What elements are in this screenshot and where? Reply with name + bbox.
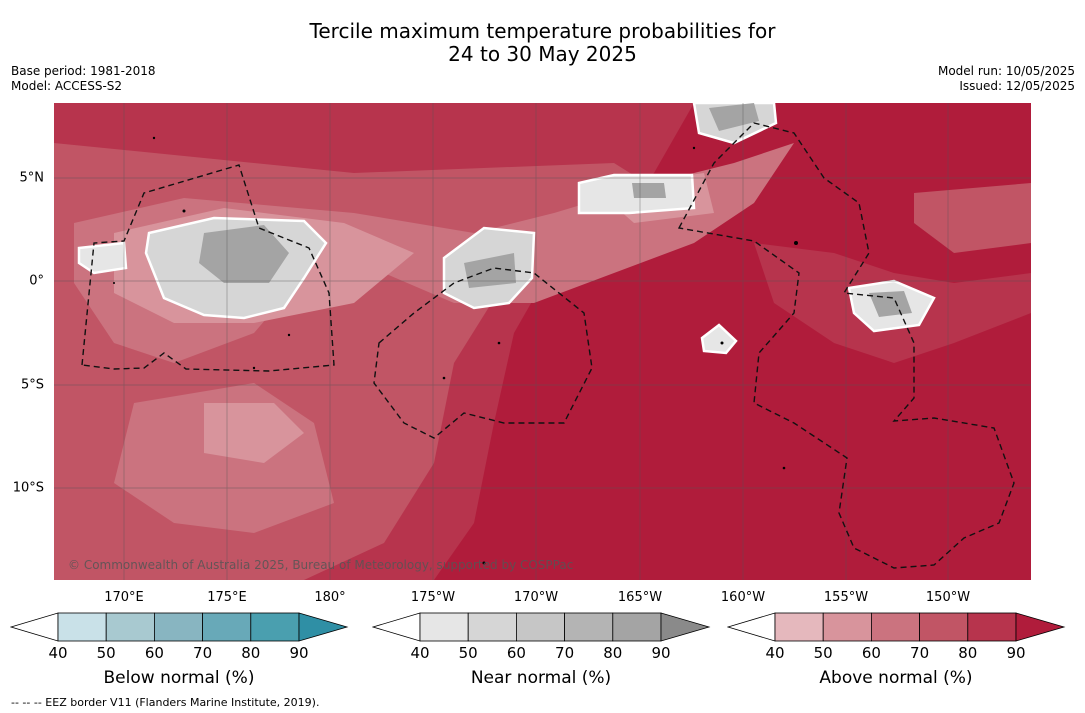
lon-tick: 160°W — [720, 590, 766, 605]
colorbar-tick: 60 — [861, 644, 881, 662]
lon-tick: 165°W — [617, 590, 663, 605]
colorbar-swatch — [57, 612, 107, 642]
issued-date: Issued: 12/05/2025 — [959, 79, 1075, 93]
probability-map: © Commonwealth of Australia 2025, Bureau… — [54, 103, 1031, 580]
lon-tick: 175°E — [207, 590, 247, 605]
lon-tick: 155°W — [823, 590, 869, 605]
above-normal-region — [204, 403, 304, 463]
eez-footnote: -- -- -- EEZ border V11 (Flanders Marine… — [11, 696, 320, 709]
near-normal-regions — [199, 103, 912, 317]
colorbar-tick: 70 — [555, 644, 575, 662]
colorbar-tick: 60 — [144, 644, 164, 662]
colorbar-swatches — [57, 612, 300, 642]
above-normal-region — [914, 183, 1031, 253]
colorbar-above-normal — [727, 612, 1066, 642]
colorbar-swatches — [774, 612, 1017, 642]
graticule — [54, 103, 1031, 580]
colorbar-tick: 40 — [48, 644, 68, 662]
islands — [113, 136, 798, 565]
colorbar-tick: 50 — [96, 644, 116, 662]
lon-tick: 175°W — [410, 590, 456, 605]
colorbar-swatch — [467, 612, 517, 642]
colorbar-swatch — [250, 612, 300, 642]
colorbar-tick: 60 — [506, 644, 526, 662]
lon-tick: 170°E — [104, 590, 144, 605]
colorbar-swatch — [612, 612, 662, 642]
colorbar-end-arrow — [298, 612, 349, 642]
lon-tick: 170°W — [513, 590, 559, 605]
colorbar-below-normal — [10, 612, 349, 642]
colorbar-tick: 80 — [603, 644, 623, 662]
colorbar-tick: 90 — [1006, 644, 1026, 662]
map-title: Tercile maximum temperature probabilitie… — [0, 20, 1085, 66]
colorbar-tick: 50 — [458, 644, 478, 662]
lon-tick: 150°W — [925, 590, 971, 605]
colorbar-swatch — [774, 612, 824, 642]
colorbar-end-arrow — [1015, 612, 1066, 642]
colorbar-label: Below normal (%) — [103, 668, 255, 688]
model-name: Model: ACCESS-S2 — [11, 79, 123, 93]
colorbar-tick: 80 — [241, 644, 261, 662]
base-period: Base period: 1981-2018 — [11, 64, 156, 78]
colorbar-swatch — [564, 612, 614, 642]
lat-tick: 5°S — [20, 377, 44, 393]
colorbar-swatch — [822, 612, 872, 642]
colorbar-near-normal — [372, 612, 711, 642]
map-canvas — [54, 103, 1031, 580]
colorbar-tick: 40 — [765, 644, 785, 662]
colorbar-swatch — [870, 612, 920, 642]
colorbar-label: Above normal (%) — [819, 668, 973, 688]
colorbar-swatch — [105, 612, 155, 642]
colorbar-swatch — [202, 612, 252, 642]
copyright-text: © Commonwealth of Australia 2025, Bureau… — [68, 558, 574, 572]
meta-right: Model run: 10/05/2025 Issued: 12/05/2025 — [938, 64, 1075, 94]
colorbar-swatches — [419, 612, 662, 642]
colorbar-tick: 80 — [958, 644, 978, 662]
colorbar-tick: 90 — [651, 644, 671, 662]
colorbar-swatch — [515, 612, 565, 642]
colorbar-swatch — [153, 612, 203, 642]
colorbar-tick: 70 — [193, 644, 213, 662]
colorbar-tick: 70 — [910, 644, 930, 662]
lat-tick: 5°N — [19, 170, 45, 186]
colorbar-tick: 90 — [289, 644, 309, 662]
colorbar-tick: 50 — [813, 644, 833, 662]
lat-tick: 0° — [29, 273, 44, 289]
eez-borders — [81, 122, 1015, 569]
colorbar-swatch — [919, 612, 969, 642]
colorbar-swatch — [419, 612, 469, 642]
meta-left: Base period: 1981-2018 Model: ACCESS-S2 — [11, 64, 156, 94]
colorbar-swatch — [967, 612, 1017, 642]
title-line-2: 24 to 30 May 2025 — [448, 42, 637, 66]
lon-tick: 180° — [314, 590, 346, 605]
title-line-1: Tercile maximum temperature probabilitie… — [309, 19, 776, 43]
lat-tick: 10°S — [12, 480, 44, 496]
model-run: Model run: 10/05/2025 — [937, 64, 1075, 78]
colorbar-tick: 40 — [410, 644, 430, 662]
colorbar-end-arrow — [660, 612, 711, 642]
colorbar-label: Near normal (%) — [470, 668, 612, 688]
